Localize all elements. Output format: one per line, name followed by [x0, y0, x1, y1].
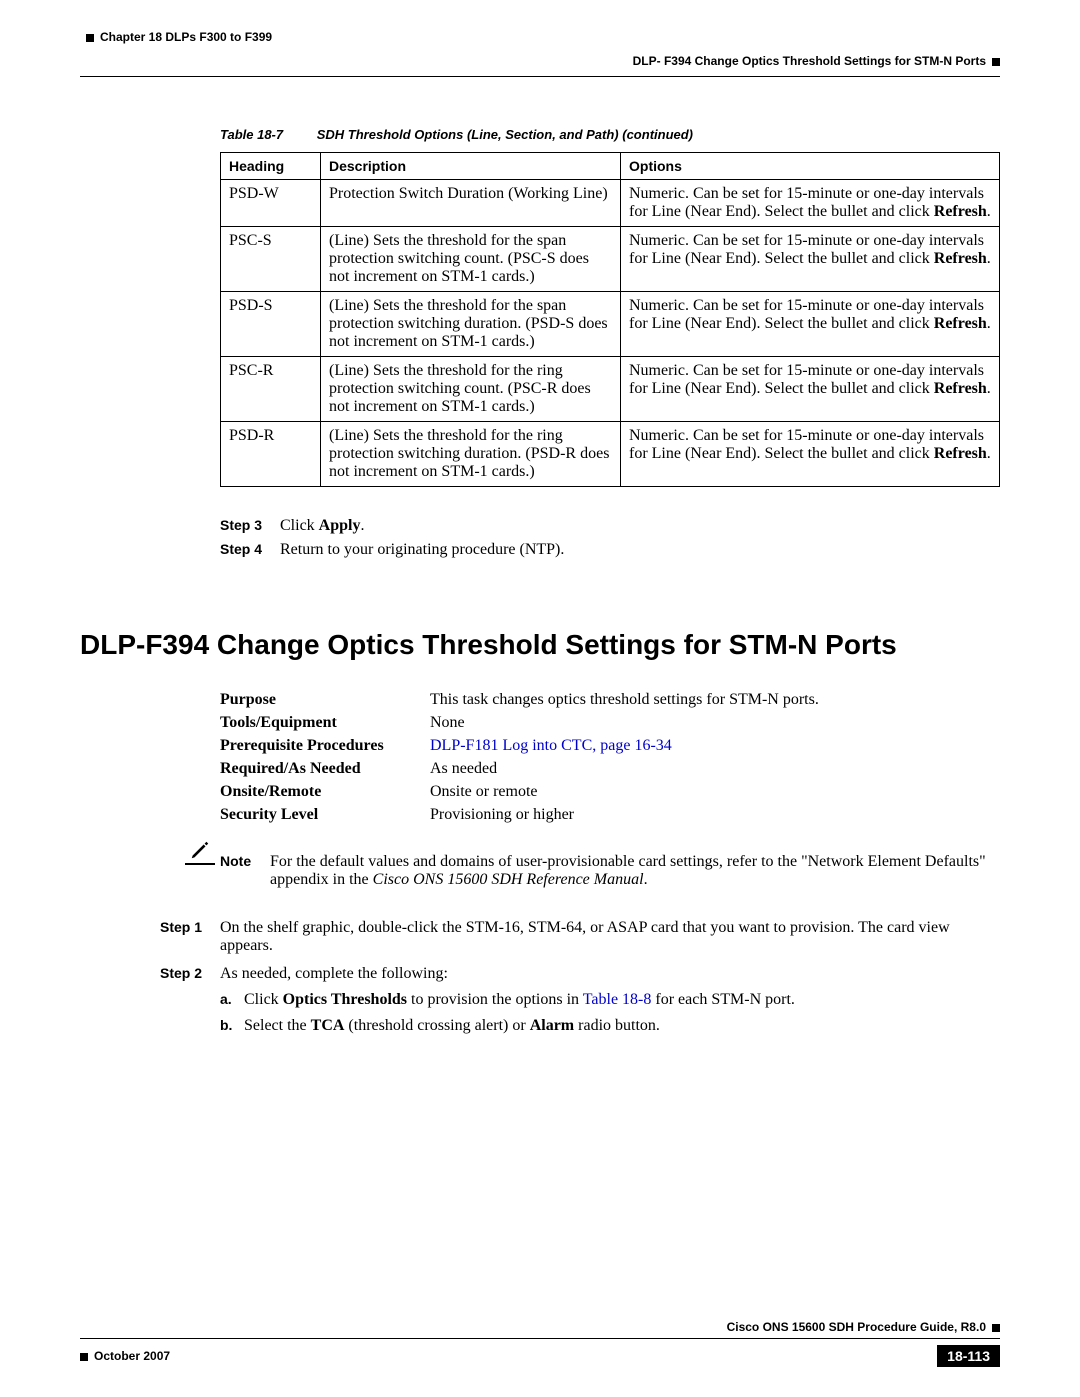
meta-tools: Tools/Equipment None [220, 714, 1000, 732]
page-number: 18-113 [937, 1345, 1000, 1367]
table-label: Table 18-7 [220, 127, 283, 142]
meta-value: Provisioning or higher [430, 806, 1000, 824]
step-1: Step 1 On the shelf graphic, double-clic… [160, 919, 1000, 955]
meta-label: Required/As Needed [220, 760, 430, 778]
cell-description: (Line) Sets the threshold for the span p… [321, 227, 621, 292]
sb-post: radio button. [574, 1017, 660, 1034]
meta-value: Onsite or remote [430, 783, 1000, 801]
meta-prereq: Prerequisite Procedures DLP-F181 Log int… [220, 737, 1000, 755]
sa-link[interactable]: Table 18-8 [583, 991, 652, 1008]
cell-description: Protection Switch Duration (Working Line… [321, 180, 621, 227]
meta-link[interactable]: DLP-F181 Log into CTC, page 16-34 [430, 737, 1000, 755]
sa-b1: Optics Thresholds [283, 991, 407, 1008]
sb-b2: Alarm [530, 1017, 574, 1034]
step-label: Step 1 [160, 919, 220, 955]
sb-mid: (threshold crossing alert) or [344, 1017, 529, 1034]
meta-value: None [430, 714, 1000, 732]
cell-options: Numeric. Can be set for 15-minute or one… [621, 180, 1000, 227]
section-title: DLP-F394 Change Optics Threshold Setting… [80, 629, 1000, 661]
table-row: PSD-S(Line) Sets the threshold for the s… [221, 292, 1000, 357]
col-description: Description [321, 153, 621, 180]
table-row: PSD-R(Line) Sets the threshold for the r… [221, 422, 1000, 487]
step-2: Step 2 As needed, complete the following… [160, 965, 1000, 983]
cell-options: Numeric. Can be set for 15-minute or one… [621, 227, 1000, 292]
meta-label: Tools/Equipment [220, 714, 430, 732]
cell-description: (Line) Sets the threshold for the span p… [321, 292, 621, 357]
sa-mid: to provision the options in [407, 991, 583, 1008]
cell-options: Numeric. Can be set for 15-minute or one… [621, 422, 1000, 487]
meta-value: As needed [430, 760, 1000, 778]
cell-options: Numeric. Can be set for 15-minute or one… [621, 357, 1000, 422]
step-text: Click Apply. [280, 517, 1000, 535]
cell-description: (Line) Sets the threshold for the ring p… [321, 422, 621, 487]
cell-options: Numeric. Can be set for 15-minute or one… [621, 292, 1000, 357]
sub-text: Select the TCA (threshold crossing alert… [244, 1017, 660, 1035]
step-text: Return to your originating procedure (NT… [280, 541, 1000, 559]
footer-guide: Cisco ONS 15600 SDH Procedure Guide, R8.… [80, 1320, 1000, 1334]
step-4: Step 4 Return to your originating proced… [220, 541, 1000, 559]
table-header-row: Heading Description Options [221, 153, 1000, 180]
note-label: Note [220, 839, 270, 889]
steps-bottom: Step 1 On the shelf graphic, double-clic… [220, 919, 1000, 1035]
step-3: Step 3 Click Apply. [220, 517, 1000, 535]
header-section: DLP- F394 Change Optics Threshold Settin… [80, 54, 1000, 68]
step3-pre: Click [280, 517, 319, 534]
meta-label: Onsite/Remote [220, 783, 430, 801]
meta-label: Purpose [220, 691, 430, 709]
cell-heading: PSD-W [221, 180, 321, 227]
footer-divider [80, 1338, 1000, 1339]
note-post: . [644, 871, 648, 888]
sb-b1: TCA [311, 1017, 345, 1034]
table-row: PSC-S(Line) Sets the threshold for the s… [221, 227, 1000, 292]
substep-b: b. Select the TCA (threshold crossing al… [220, 1017, 1000, 1035]
sa-pre: Click [244, 991, 283, 1008]
cell-heading: PSC-S [221, 227, 321, 292]
sub-label: a. [220, 991, 244, 1009]
table-row: PSC-R(Line) Sets the threshold for the r… [221, 357, 1000, 422]
step-label: Step 2 [160, 965, 220, 983]
meta-label: Security Level [220, 806, 430, 824]
header-chapter: Chapter 18 DLPs F300 to F399 [86, 30, 1000, 44]
cell-heading: PSD-R [221, 422, 321, 487]
table-row: PSD-WProtection Switch Duration (Working… [221, 180, 1000, 227]
meta-label: Prerequisite Procedures [220, 737, 430, 755]
steps-top: Step 3 Click Apply. Step 4 Return to you… [220, 517, 1000, 559]
col-heading: Heading [221, 153, 321, 180]
meta-security: Security Level Provisioning or higher [220, 806, 1000, 824]
cell-heading: PSC-R [221, 357, 321, 422]
meta-purpose: Purpose This task changes optics thresho… [220, 691, 1000, 709]
step-text: As needed, complete the following: [220, 965, 1000, 983]
sub-label: b. [220, 1017, 244, 1035]
col-options: Options [621, 153, 1000, 180]
footer: Cisco ONS 15600 SDH Procedure Guide, R8.… [80, 1320, 1000, 1367]
table-title: SDH Threshold Options (Line, Section, an… [317, 127, 693, 142]
table-caption: Table 18-7 SDH Threshold Options (Line, … [220, 127, 1000, 142]
meta-table: Purpose This task changes optics thresho… [220, 691, 1000, 824]
pencil-icon [180, 839, 220, 889]
substep-a: a. Click Optics Thresholds to provision … [220, 991, 1000, 1009]
sub-text: Click Optics Thresholds to provision the… [244, 991, 795, 1009]
meta-value: This task changes optics threshold setti… [430, 691, 1000, 709]
meta-required: Required/As Needed As needed [220, 760, 1000, 778]
cell-description: (Line) Sets the threshold for the ring p… [321, 357, 621, 422]
step-label: Step 4 [220, 541, 280, 559]
sa-post: for each STM-N port. [651, 991, 795, 1008]
step-label: Step 3 [220, 517, 280, 535]
step3-bold: Apply [319, 517, 361, 534]
note-block: Note For the default values and domains … [180, 839, 1000, 889]
note-text: For the default values and domains of us… [270, 839, 1000, 889]
footer-date: October 2007 [80, 1349, 170, 1363]
cell-heading: PSD-S [221, 292, 321, 357]
sdh-threshold-table: Heading Description Options PSD-WProtect… [220, 152, 1000, 487]
sb-pre: Select the [244, 1017, 311, 1034]
step3-post: . [360, 517, 364, 534]
meta-onsite: Onsite/Remote Onsite or remote [220, 783, 1000, 801]
note-italic: Cisco ONS 15600 SDH Reference Manual [373, 871, 644, 888]
step-text: On the shelf graphic, double-click the S… [220, 919, 1000, 955]
header-divider [80, 76, 1000, 77]
